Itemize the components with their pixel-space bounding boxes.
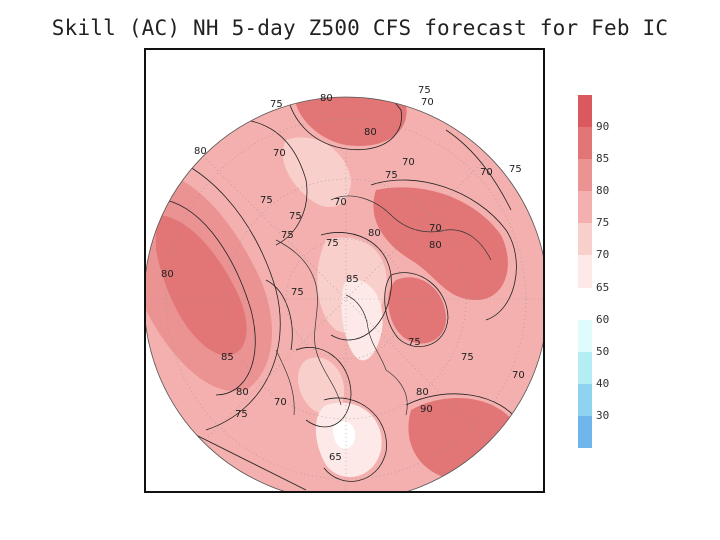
map-title: Skill (AC) NH 5-day Z500 CFS forecast fo… [51,16,669,40]
contour-labels: 75 80 75 70 80 70 80 70 75 70 70 75 75 7… [161,85,525,463]
contour-label: 75 [408,337,421,348]
polar-map: 75 80 75 70 80 70 80 70 75 70 70 75 75 7… [146,85,543,491]
contour-label: 80 [364,127,377,138]
contour-label: 75 [385,170,398,181]
contour-label: 75 [270,99,283,110]
contour-label: 70 [480,167,493,178]
contour-label: 80 [194,146,207,157]
colorbar-label: 65 [596,280,610,294]
colorbar-label: 70 [596,248,610,262]
colorbar-segment [578,255,592,289]
contour-label: 70 [402,157,415,168]
colorbar-segment [578,383,592,417]
coastlines [275,195,492,416]
map-frame: 75 80 75 70 80 70 80 70 75 70 70 75 75 7… [144,48,545,493]
contour-label: 75 [461,352,474,363]
contour-label: 80 [320,93,333,104]
colorbar-label: 60 [596,312,610,326]
contour-label: 75 [291,287,304,298]
contour-label: 70 [429,223,442,234]
colorbar-segment [578,351,592,385]
contour-label: 80 [416,387,429,398]
map-boundary [146,96,543,491]
contour-label: 75 [509,164,522,175]
graticule [146,97,543,491]
contour-label: 75 [326,238,339,249]
contour-label: 75 [281,230,294,241]
region-veryhigh-west [156,215,247,356]
contour-label: 80 [429,240,442,251]
colorbar-label: 85 [596,152,610,166]
colorbar-label: 40 [596,376,610,390]
colorbar-segment [578,95,592,128]
contour-label: 85 [346,274,359,285]
contour-label: 75 [235,409,248,420]
colorbar [578,95,592,449]
region-low-south [297,357,345,414]
colorbar-label: 30 [596,408,610,422]
region-high-east [373,187,508,300]
region-white-south [333,421,356,449]
contour-label: 65 [329,452,342,463]
colorbar-label: 90 [596,120,610,134]
region-high-center [388,277,446,344]
colorbar-segment [578,159,592,192]
colorbar-segment [578,319,592,353]
colorbar-segment [578,127,592,160]
colorbar-label: 50 [596,344,610,358]
contour-label: 80 [236,387,249,398]
contour-label: 85 [221,352,234,363]
colorbar-label: 75 [596,216,610,230]
colorbar-segment [578,287,592,321]
contour-label: 70 [421,97,434,108]
contour-label: 70 [273,148,286,159]
region-low-north [282,137,351,208]
contour-label: 75 [289,211,302,222]
contour-label: 70 [274,397,287,408]
skill-field [146,97,543,491]
contour-label: 75 [260,195,273,206]
contour-label: 70 [334,197,347,208]
contour-label: 80 [368,228,381,239]
colorbar-segment [578,415,592,449]
contour-label: 75 [418,85,431,96]
region-high-top [294,97,407,146]
colorbar-label: 80 [596,184,610,198]
contour-label: 80 [161,269,174,280]
contour-label: 90 [420,404,433,415]
contour-label: 70 [512,370,525,381]
colorbar-segment [578,223,592,256]
colorbar-segment [578,191,592,224]
